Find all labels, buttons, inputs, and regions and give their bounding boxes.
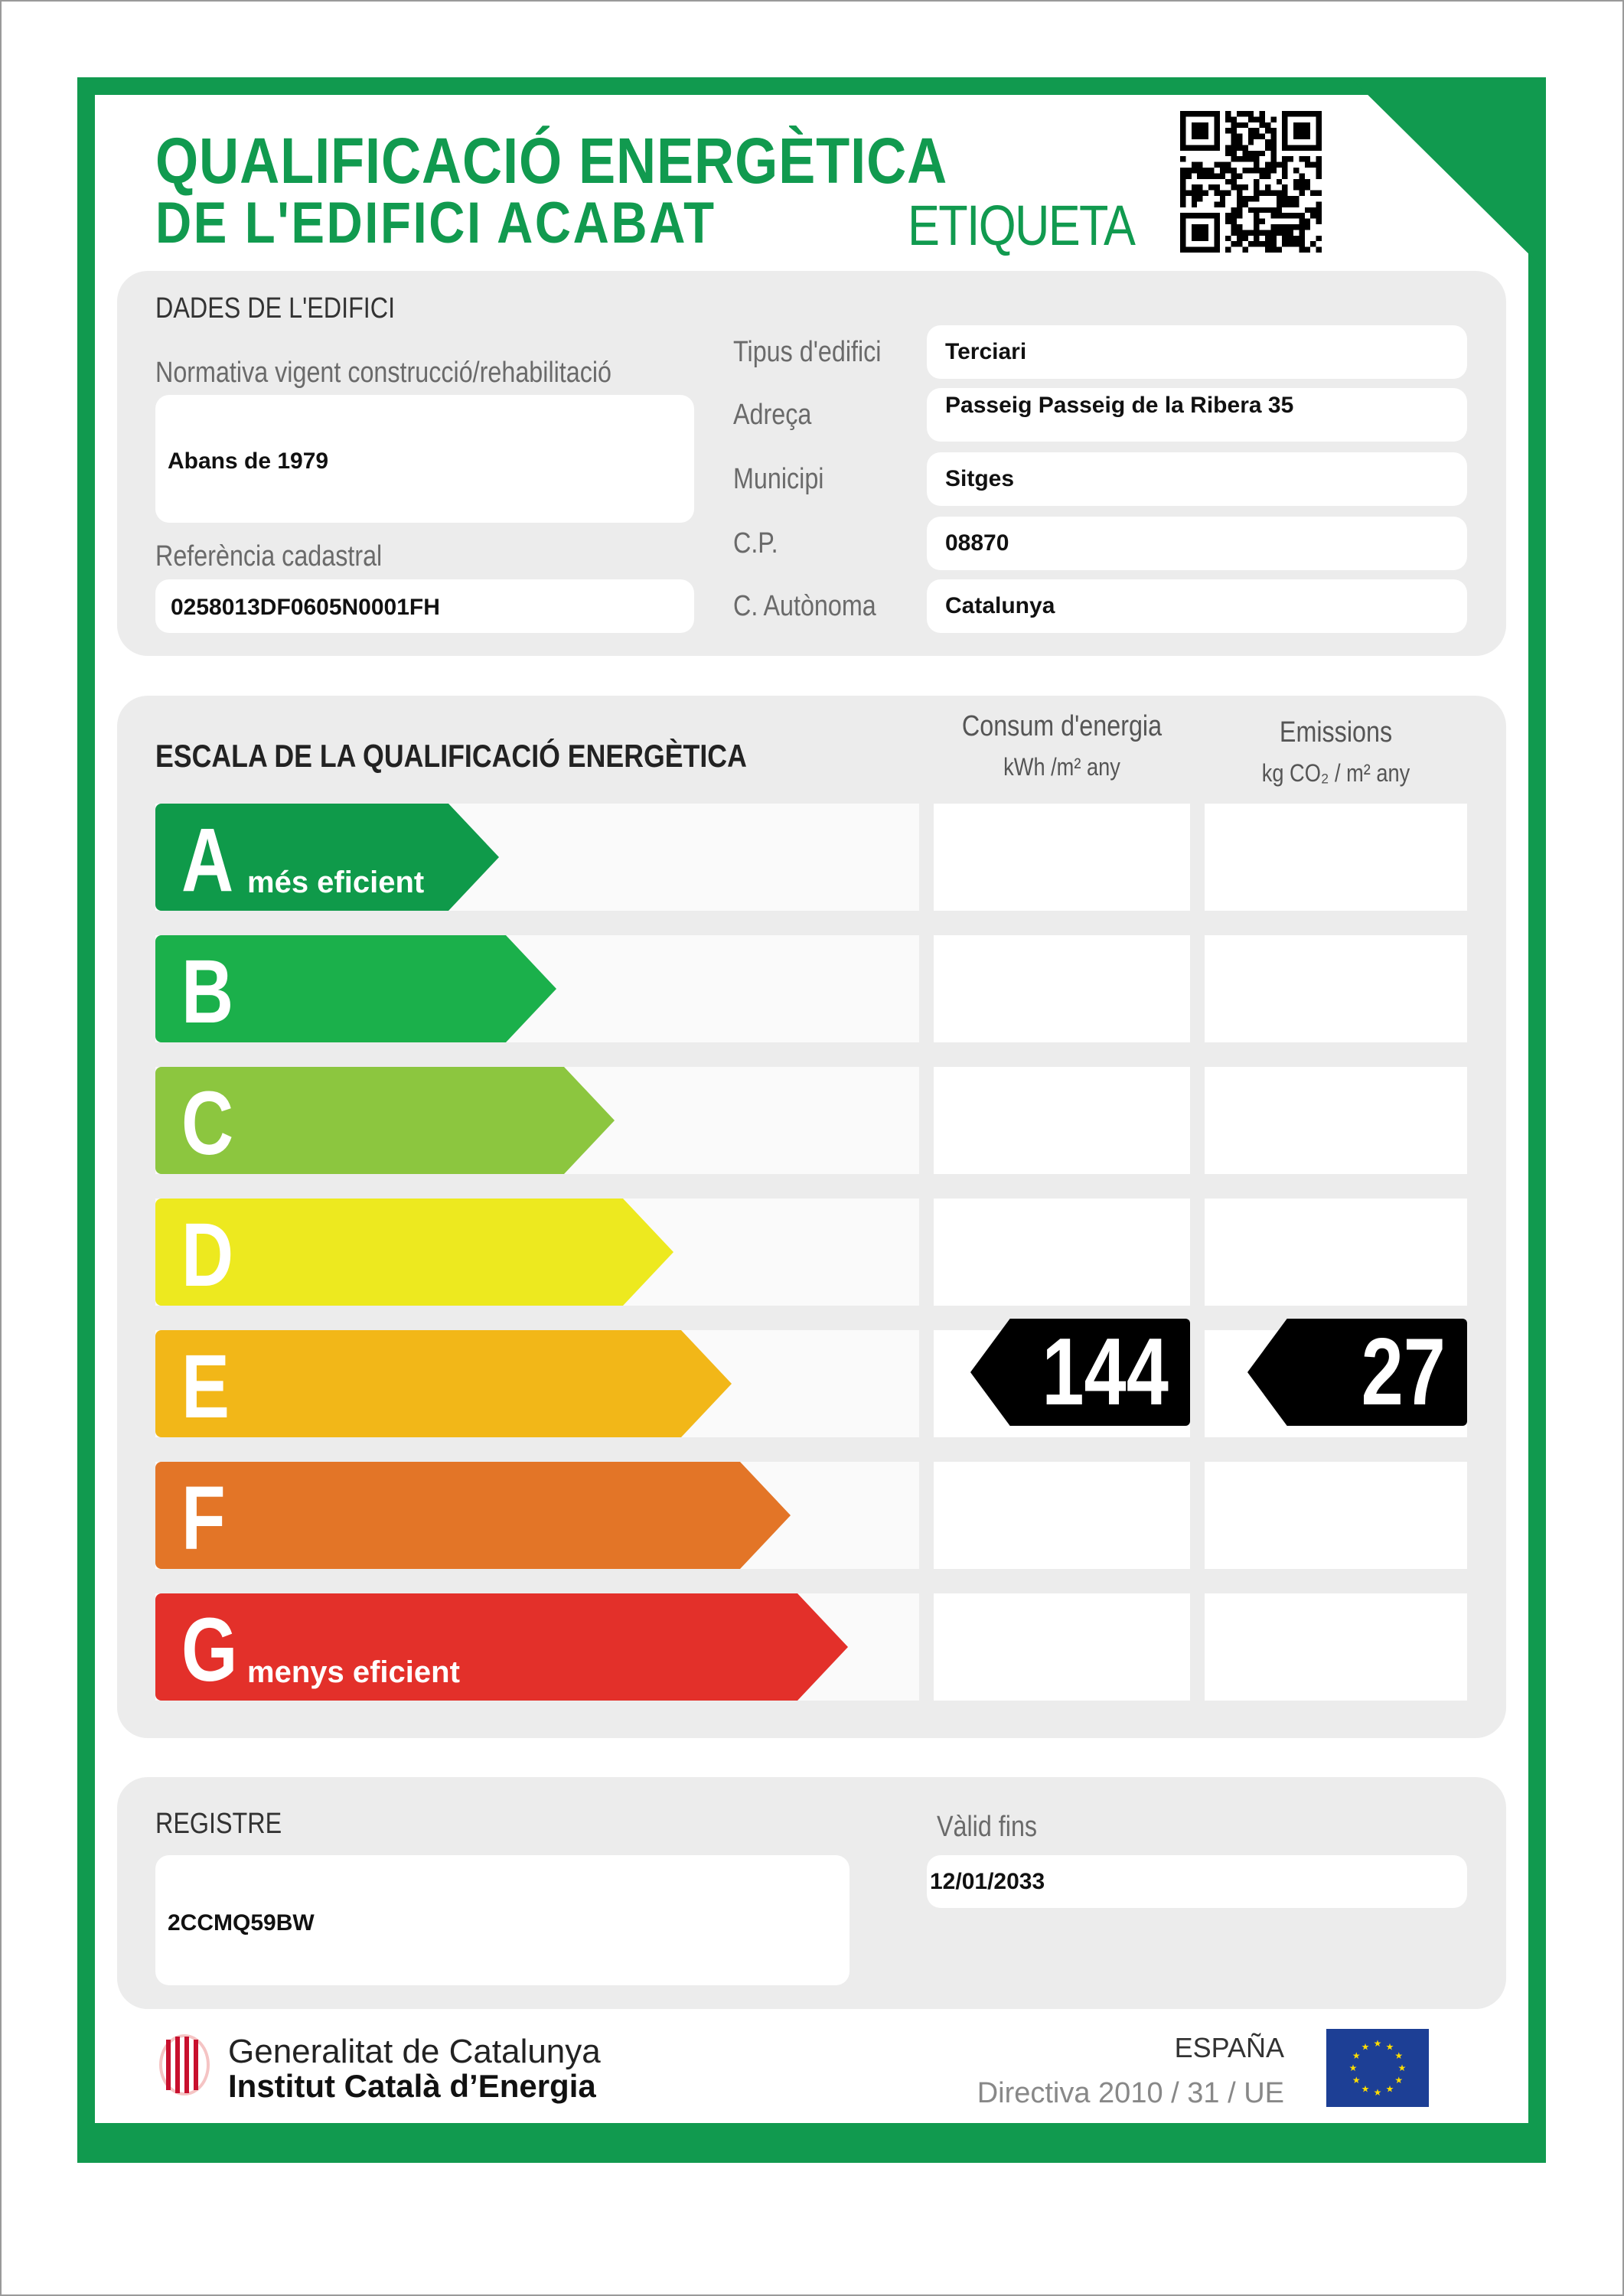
energy-class-c-arrow: C — [155, 1067, 615, 1174]
consumption-header: Consum d'energia — [961, 710, 1163, 742]
energy-class-f-arrow: F — [155, 1462, 791, 1569]
class-letter: A — [181, 810, 234, 911]
normativa-value: Abans de 1979 — [168, 448, 329, 474]
consumption-cell — [934, 804, 1190, 911]
cadastral-label: Referència cadastral — [155, 540, 383, 572]
qr-code-icon — [1180, 111, 1322, 253]
eu-flag-icon: ★ ★★★★★★★★★★★ — [1326, 2029, 1429, 2107]
field-label: Adreça — [733, 399, 812, 431]
consumption-cell — [934, 935, 1190, 1042]
energy-class-g-arrow: G menys eficient — [155, 1593, 848, 1701]
eu-star-icon: ★ — [1352, 2050, 1361, 2061]
valid-until-value: 12/01/2033 — [930, 1869, 1045, 1894]
scale-section-title: ESCALA DE LA QUALIFICACIÓ ENERGÈTICA — [155, 738, 747, 774]
org-line-1: Generalitat de Catalunya — [228, 2033, 601, 2070]
energy-class-e-arrow: E — [155, 1330, 732, 1437]
class-letter: F — [181, 1468, 226, 1569]
eu-star-icon: ★ — [1394, 2075, 1403, 2086]
eu-star-icon: ★ — [1361, 2084, 1370, 2095]
registry-label: REGISTRE — [155, 1808, 282, 1840]
valid-until-label: Vàlid fins — [937, 1811, 1038, 1843]
eu-star-icon: ★ — [1352, 2075, 1361, 2086]
emissions-header: Emissions — [1279, 716, 1393, 748]
eu-star-icon: ★ — [1386, 2041, 1394, 2052]
energy-class-d-arrow: D — [155, 1199, 673, 1306]
field-box: Sitges — [927, 452, 1467, 506]
field-value: Terciari — [945, 339, 1027, 364]
generalitat-logo-icon — [159, 2034, 210, 2095]
class-letter: E — [181, 1336, 230, 1437]
class-caption: més eficient — [247, 866, 425, 899]
valid-until-field: 12/01/2033 — [927, 1855, 1467, 1908]
cadastral-field: 0258013DF0605N0001FH — [155, 579, 694, 633]
consumption-rating-marker: 144 — [970, 1319, 1190, 1426]
emissions-value: 27 — [1361, 1319, 1446, 1425]
energy-class-b-arrow: B — [155, 935, 556, 1042]
org-line-2: Institut Català d’Energia — [228, 2068, 596, 2104]
field-value: Passeig Passeig de la Ribera 35 — [945, 393, 1294, 418]
eu-star-icon: ★ — [1398, 2063, 1407, 2073]
consumption-unit: kWh /m² any — [1003, 753, 1120, 781]
field-box: Passeig Passeig de la Ribera 35 — [927, 388, 1467, 442]
normativa-field: Abans de 1979 — [155, 395, 694, 523]
emissions-cell — [1205, 1462, 1467, 1569]
emissions-cell — [1205, 1067, 1467, 1174]
country-label: ESPAÑA — [1174, 2032, 1284, 2063]
eu-star-icon: ★ — [1394, 2050, 1403, 2061]
emissions-cell — [1205, 1593, 1467, 1701]
field-value: Sitges — [945, 466, 1015, 491]
consumption-cell — [934, 1593, 1190, 1701]
consumption-cell — [934, 1067, 1190, 1174]
energy-class-a-arrow: A més eficient — [155, 804, 499, 911]
eu-star-icon: ★ — [1374, 2087, 1382, 2098]
title-line-2: DE L'EDIFICI ACABAT — [155, 191, 716, 256]
emissions-cell — [1205, 935, 1467, 1042]
consumption-value: 144 — [1042, 1319, 1169, 1425]
field-label: C. Autònoma — [733, 590, 876, 622]
consumption-cell — [934, 1462, 1190, 1569]
field-label: Tipus d'edifici — [733, 336, 882, 368]
title-line-1: QUALIFICACIÓ ENERGÈTICA — [155, 125, 948, 197]
field-value: Catalunya — [945, 593, 1055, 618]
field-box: 08870 — [927, 517, 1467, 570]
eu-star-icon: ★ — [1386, 2084, 1394, 2095]
registry-field: 2CCMQ59BW — [155, 1855, 850, 1985]
directive-label: Directiva 2010 / 31 / UE — [977, 2077, 1284, 2109]
field-label: C.P. — [733, 527, 778, 559]
class-letter: B — [181, 941, 234, 1042]
class-letter: D — [181, 1205, 234, 1306]
field-box: Catalunya — [927, 579, 1467, 633]
eu-star-icon: ★ — [1349, 2063, 1358, 2073]
eu-star-icon: ★ — [1361, 2041, 1370, 2052]
emissions-rating-marker: 27 — [1247, 1319, 1467, 1426]
emissions-cell — [1205, 804, 1467, 911]
consumption-cell — [934, 1199, 1190, 1306]
etiqueta-label: ETIQUETA — [908, 194, 1136, 257]
emissions-unit: kg CO₂ / m² any — [1261, 759, 1410, 787]
building-section-title: DADES DE L'EDIFICI — [155, 292, 396, 325]
cadastral-value: 0258013DF0605N0001FH — [171, 595, 440, 620]
class-letter: G — [181, 1600, 238, 1701]
normativa-label: Normativa vigent construcció/rehabilitac… — [155, 357, 612, 389]
field-label: Municipi — [733, 463, 824, 495]
registry-value: 2CCMQ59BW — [168, 1910, 315, 1936]
field-value: 08870 — [945, 530, 1009, 556]
field-box: Terciari — [927, 325, 1467, 379]
class-letter: C — [181, 1073, 234, 1174]
emissions-cell — [1205, 1199, 1467, 1306]
eu-star-icon: ★ — [1374, 2038, 1382, 2049]
class-caption: menys eficient — [247, 1655, 460, 1689]
